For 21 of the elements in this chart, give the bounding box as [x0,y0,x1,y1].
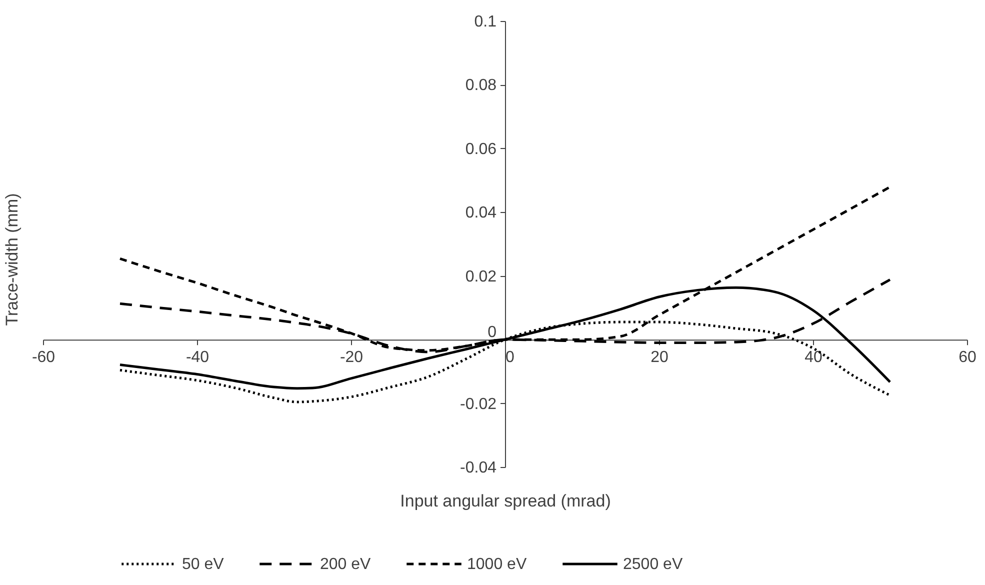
x-tick-label: 20 [650,349,668,366]
x-tick-label: -40 [186,349,210,366]
y-tick-label: -0.02 [460,396,497,413]
y-tick-label: 0.1 [474,14,497,30]
x-tick-label: 60 [958,349,976,366]
x-tick-label: -20 [340,349,364,366]
y-tick-label: 0.04 [465,204,497,222]
y-tick-label: -0.04 [460,460,497,476]
legend-label: 200 eV [320,556,372,573]
y-tick-label: 0.06 [465,140,497,158]
y-tick-label: 0.02 [465,268,497,286]
legend-label: 1000 eV [467,556,527,573]
y-tick-label: 0.08 [465,77,497,94]
x-tick-label: 40 [804,349,822,366]
x-tick-label: -60 [32,349,56,366]
x-tick-label: 0 [506,349,514,366]
legend-label: 2500 eV [623,556,683,573]
x-axis-title: Input angular spread (mrad) [400,492,611,510]
legend-label: 50 eV [182,556,224,573]
y-tick-label: 0 [488,324,497,342]
y-axis-title: Trace-width (mm) [2,193,22,326]
